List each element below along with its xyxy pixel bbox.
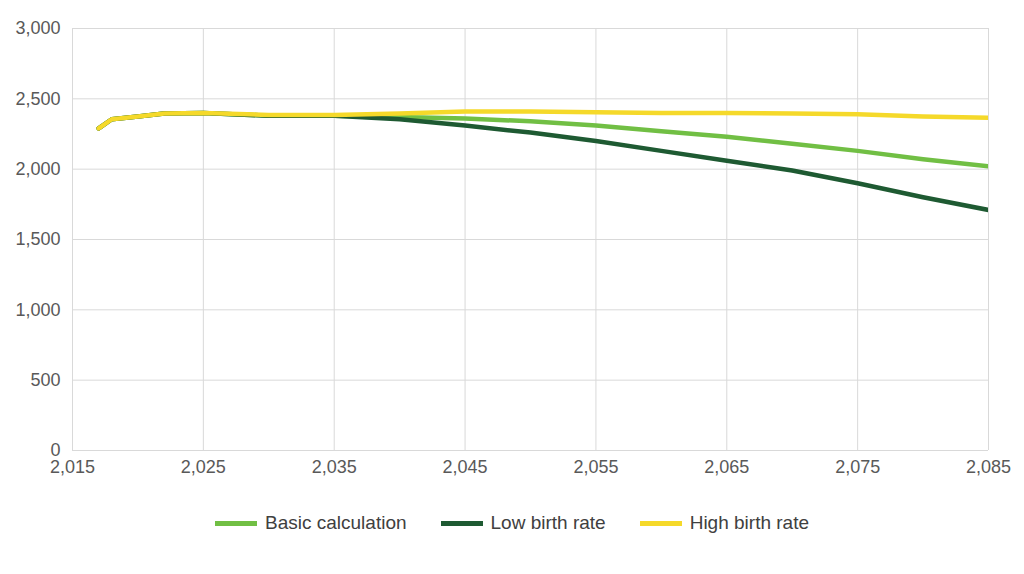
html-text:Basic calculation: Basic calculation <box>265 512 407 533</box>
svg-text:1,000: 1,000 <box>15 300 60 320</box>
svg-text:1,500: 1,500 <box>15 229 60 249</box>
svg-text:0: 0 <box>50 440 60 460</box>
svg-text:2,035: 2,035 <box>312 457 357 477</box>
svg-text:2,500: 2,500 <box>15 89 60 109</box>
svg-text:2,075: 2,075 <box>835 457 880 477</box>
svg-text:2,000: 2,000 <box>15 159 60 179</box>
svg-text:2,065: 2,065 <box>704 457 749 477</box>
html-text:High birth rate: High birth rate <box>689 512 809 533</box>
svg-text:2,015: 2,015 <box>50 457 95 477</box>
svg-text:2,085: 2,085 <box>966 457 1011 477</box>
svg-text:2,045: 2,045 <box>443 457 488 477</box>
svg-text:2,025: 2,025 <box>181 457 226 477</box>
svg-text:3,000: 3,000 <box>15 18 60 38</box>
svg-text:2,055: 2,055 <box>573 457 618 477</box>
html-text:Low birth rate: Low birth rate <box>490 512 606 533</box>
svg-text:500: 500 <box>30 370 60 390</box>
